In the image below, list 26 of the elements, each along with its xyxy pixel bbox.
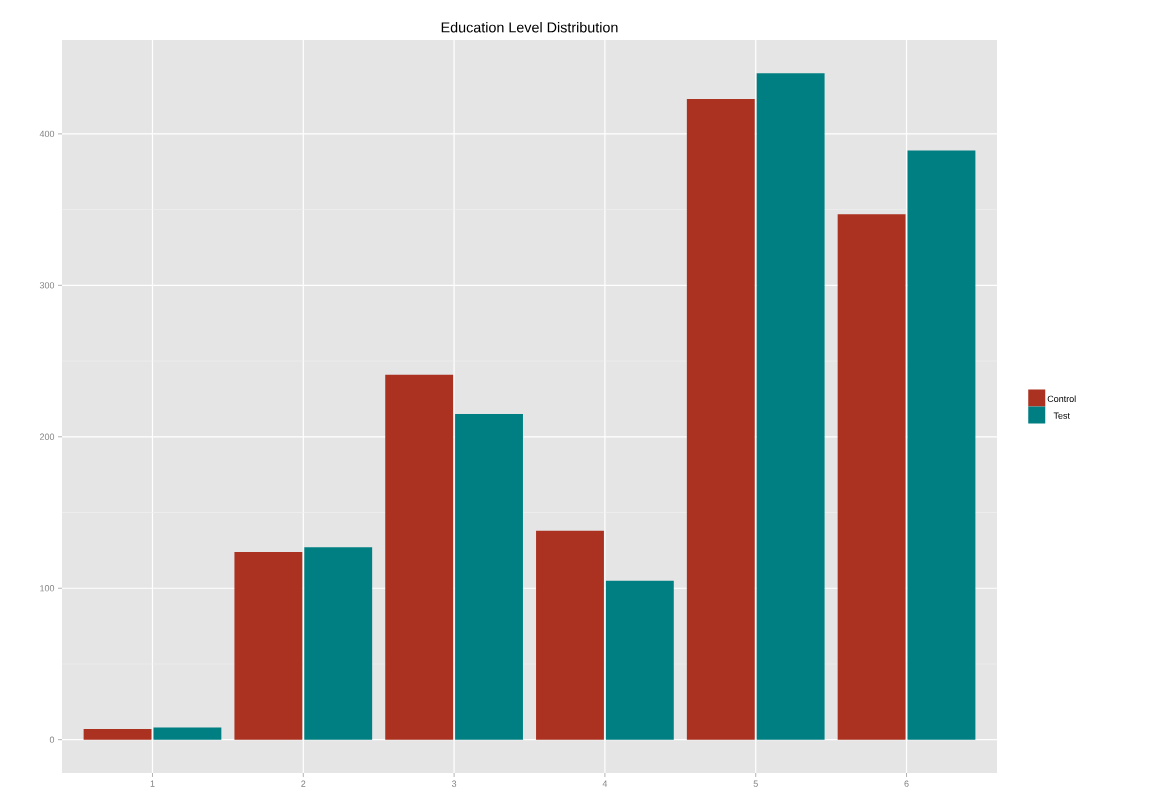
- y-tick-label: 300: [39, 282, 55, 289]
- bar: [605, 580, 674, 740]
- x-tick-label: 6: [904, 780, 909, 787]
- bar: [837, 214, 906, 740]
- bar: [536, 530, 604, 740]
- chart-title: Education Level Distribution: [441, 21, 618, 33]
- x-tick-label: 3: [451, 780, 457, 787]
- bar: [756, 73, 825, 740]
- bar: [455, 414, 523, 740]
- bar: [385, 374, 454, 740]
- bar: [304, 547, 373, 740]
- y-tick-label: 200: [39, 433, 55, 440]
- x-tick-label: 4: [602, 780, 608, 787]
- y-tick-label: 0: [49, 736, 55, 743]
- y-tick-label: 100: [40, 585, 55, 592]
- bar: [153, 727, 222, 740]
- bar: [686, 99, 755, 740]
- x-tick-label: 2: [301, 780, 306, 787]
- bar: [907, 150, 976, 740]
- x-tick-label: 1: [150, 780, 155, 787]
- legend-label: Control: [1047, 395, 1076, 402]
- bar: [234, 551, 303, 740]
- bar: [83, 729, 152, 740]
- y-tick-label: 400: [39, 130, 55, 138]
- legend-label: Test: [1053, 412, 1070, 419]
- x-tick-label: 5: [753, 780, 758, 787]
